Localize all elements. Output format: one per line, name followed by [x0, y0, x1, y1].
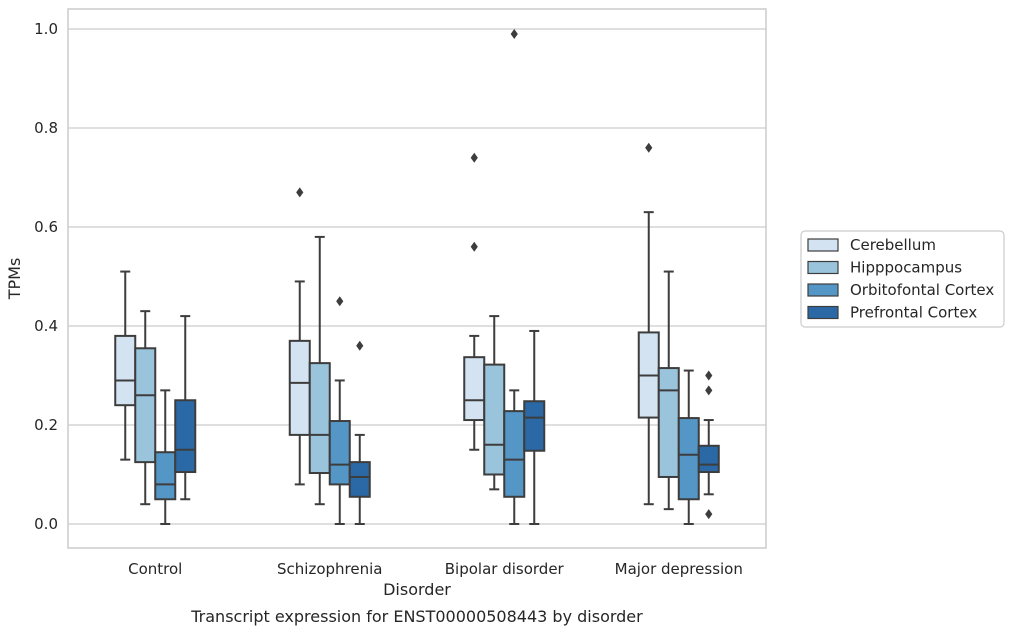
legend: Cerebellum Hipppocampus Orbitofontal Corte… — [800, 230, 1005, 328]
legend-swatch — [807, 238, 839, 252]
legend-swatch — [807, 283, 839, 297]
plot-frame — [67, 8, 767, 549]
iqr-box — [154, 451, 177, 501]
box-orbitofontal-cortex-2 — [503, 28, 526, 525]
legend-label: Hipppocampus — [850, 259, 962, 277]
outlier-point — [645, 142, 653, 153]
y-tick-labels: 0.0 0.2 0.4 0.6 0.8 1.0 — [34, 20, 58, 533]
legend-swatch — [807, 305, 839, 320]
box-prefrontal-cortex-0 — [174, 315, 197, 501]
iqr-box — [348, 461, 371, 498]
iqr-box — [308, 362, 331, 475]
outlier-point — [356, 340, 364, 351]
y-tick-label: 0.8 — [34, 119, 58, 137]
y-axis-title: TPMs — [5, 258, 24, 301]
iqr-box — [174, 399, 197, 474]
box-orbitofontal-cortex-0 — [154, 389, 177, 525]
x-tick-label: Schizophrenia — [277, 560, 382, 578]
x-tick-labels: Control Schizophrenia Bipolar disorder Majo… — [128, 560, 743, 578]
iqr-box — [328, 420, 351, 486]
x-tick-label: Control — [128, 560, 182, 578]
iqr-box — [134, 347, 157, 464]
iqr-box — [697, 444, 720, 474]
outlier-point — [336, 296, 344, 307]
iqr-box — [483, 363, 506, 476]
x-tick-label: Bipolar disorder — [445, 560, 565, 578]
y-tick-label: 0.2 — [34, 416, 58, 434]
box-hipppocampus-0 — [134, 310, 157, 506]
iqr-box — [503, 410, 526, 498]
outlier-point — [296, 187, 304, 198]
legend-label: Cerebellum — [850, 236, 936, 254]
legend-swatch — [807, 260, 839, 275]
y-tick-label: 0.0 — [34, 515, 58, 533]
box-hipppocampus-1 — [308, 235, 331, 506]
y-tick-label: 1.0 — [34, 20, 58, 38]
legend-label: Orbitofontal Cortex — [850, 281, 994, 299]
y-tick-label: 0.4 — [34, 317, 58, 335]
box-orbitofontal-cortex-3 — [677, 369, 700, 525]
box-prefrontal-cortex-2 — [523, 329, 546, 525]
outlier-point — [705, 385, 713, 396]
iqr-box — [657, 367, 680, 478]
outlier-point — [705, 370, 713, 381]
y-tick-label: 0.6 — [34, 218, 58, 236]
box-cerebellum-0 — [114, 270, 137, 461]
iqr-box — [114, 334, 137, 407]
iqr-box — [523, 400, 546, 452]
legend-frame — [800, 230, 1005, 328]
box-cerebellum-3 — [637, 142, 660, 506]
iqr-box — [463, 356, 486, 422]
iqr-box — [288, 339, 311, 436]
x-axis-title: Disorder — [383, 580, 451, 599]
outlier-point — [470, 152, 478, 163]
iqr-box — [677, 417, 700, 501]
box-prefrontal-cortex-1 — [348, 340, 371, 525]
legend-label: Prefrontal Cortex — [850, 304, 977, 322]
box-prefrontal-cortex-3 — [697, 370, 720, 520]
outlier-point — [510, 28, 518, 39]
x-tick-label: Major depression — [615, 560, 743, 578]
outlier-point — [470, 241, 478, 252]
box-marks — [114, 28, 720, 525]
box-cerebellum-2 — [463, 152, 486, 451]
outlier-point — [705, 509, 713, 520]
chart-caption: Transcript expression for ENST0000050844… — [190, 607, 643, 626]
box-orbitofontal-cortex-1 — [328, 296, 351, 525]
